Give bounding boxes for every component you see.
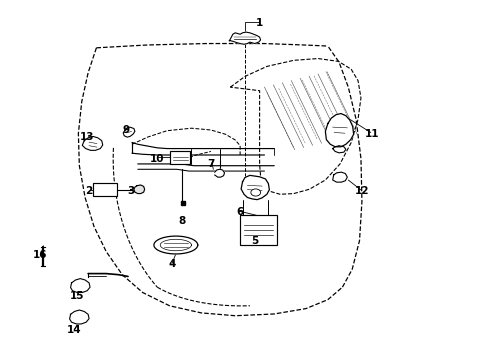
Polygon shape (70, 310, 89, 324)
Text: 16: 16 (33, 250, 48, 260)
Text: 15: 15 (70, 291, 84, 301)
Circle shape (251, 189, 261, 196)
Polygon shape (215, 169, 224, 177)
Text: 9: 9 (122, 125, 129, 135)
Polygon shape (333, 172, 347, 182)
Polygon shape (71, 279, 90, 293)
Polygon shape (82, 136, 103, 150)
FancyBboxPatch shape (170, 151, 191, 164)
Text: 1: 1 (256, 18, 263, 28)
Polygon shape (154, 236, 198, 254)
Polygon shape (123, 127, 135, 137)
FancyBboxPatch shape (93, 183, 117, 196)
Text: 4: 4 (168, 259, 175, 269)
Text: 12: 12 (355, 186, 369, 196)
FancyBboxPatch shape (240, 215, 277, 246)
Polygon shape (333, 146, 346, 153)
Text: 14: 14 (67, 325, 82, 335)
Text: 13: 13 (79, 132, 94, 142)
Text: 11: 11 (365, 129, 379, 139)
Text: 7: 7 (207, 159, 215, 169)
Text: 3: 3 (127, 186, 134, 196)
Text: 10: 10 (150, 154, 165, 163)
Text: 6: 6 (237, 207, 244, 217)
Polygon shape (241, 175, 270, 200)
Text: 5: 5 (251, 236, 258, 246)
Text: 2: 2 (85, 186, 93, 196)
Polygon shape (325, 113, 354, 147)
Polygon shape (229, 32, 261, 44)
Text: 8: 8 (178, 216, 185, 226)
Polygon shape (134, 185, 145, 194)
